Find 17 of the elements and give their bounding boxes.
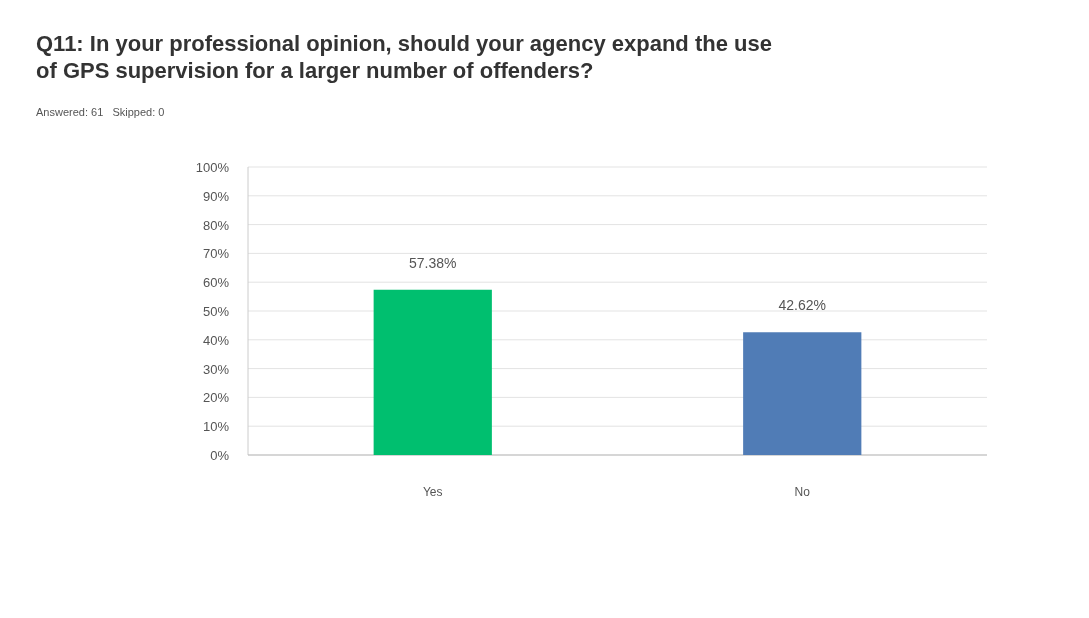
y-tick-label: 50% <box>202 304 230 319</box>
data-label: 57.38% <box>409 254 457 271</box>
y-tick-label: 100% <box>195 160 230 175</box>
y-tick-label: 0% <box>210 448 230 463</box>
y-tick-label: 20% <box>202 390 230 406</box>
x-tick-label: No <box>794 485 811 499</box>
y-tick-label: 80% <box>202 217 230 233</box>
chart-title: Q11: In your professional opinion, should your agency expand the use of GPS supervision for a larger number of offenders? <box>36 31 772 83</box>
y-tick-label: 10% <box>202 419 230 435</box>
data-label: 42.62% <box>778 297 826 314</box>
y-tick-label: 40% <box>202 332 230 348</box>
y-tick-label: 70% <box>202 246 230 262</box>
text: Answered: 61 Skipped: 0 <box>36 106 165 118</box>
y-tick-label: 90% <box>202 188 230 204</box>
y-tick-label: 30% <box>202 361 230 377</box>
x-tick-label: Yes <box>422 485 443 499</box>
y-tick-label: 60% <box>202 275 230 291</box>
